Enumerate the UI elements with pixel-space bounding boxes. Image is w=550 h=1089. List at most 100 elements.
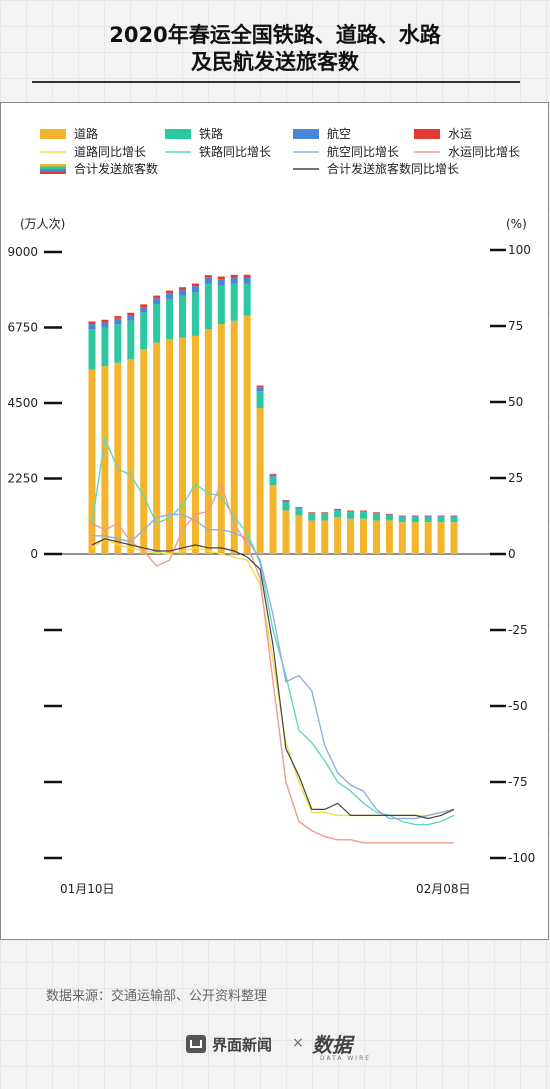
bar-water-28 xyxy=(450,515,458,517)
legend-label-total_pct: 合计发送旅客数同比增长 xyxy=(327,161,459,176)
right-tick-label: 100 xyxy=(508,243,531,257)
legend-swatch-road xyxy=(40,129,66,139)
bar-rail-7 xyxy=(179,295,187,338)
left-tick-label: 9000 xyxy=(7,245,38,259)
bar-road-2 xyxy=(114,362,122,554)
legend-label-water: 水运 xyxy=(448,127,472,141)
bar-water-16 xyxy=(295,507,303,508)
left-tick-label: 0 xyxy=(30,547,38,561)
bar-water-1 xyxy=(101,319,109,323)
bar-air-21 xyxy=(360,511,368,513)
bar-rail-0 xyxy=(88,329,96,370)
chart-title: 2020年春运全国铁路、道路、水路 及民航发送旅客数 xyxy=(0,22,550,76)
bar-road-6 xyxy=(166,339,174,554)
title-divider xyxy=(32,81,520,83)
bar-rail-13 xyxy=(256,391,264,409)
bar-rail-16 xyxy=(295,508,303,516)
jiemian-logo-icon xyxy=(186,1035,206,1053)
right-tick-label: -100 xyxy=(508,851,535,865)
x-label-start: 01月10日 xyxy=(60,882,115,896)
bar-air-14 xyxy=(269,474,277,477)
bar-rail-21 xyxy=(360,512,368,519)
bar-road-24 xyxy=(398,522,406,554)
bar-air-2 xyxy=(114,318,122,325)
legend-label-air: 航空 xyxy=(327,126,351,141)
legend-swatch-total-0 xyxy=(40,164,66,167)
left-tick-label: 2250 xyxy=(7,472,38,486)
legend-label-road_pct: 道路同比增长 xyxy=(74,144,146,159)
bar-road-23 xyxy=(385,520,393,554)
bar-road-4 xyxy=(140,349,148,554)
bar-road-1 xyxy=(101,366,109,554)
bar-road-19 xyxy=(334,517,342,554)
bar-water-27 xyxy=(437,515,445,517)
bar-road-27 xyxy=(437,522,445,554)
bar-air-12 xyxy=(243,277,251,284)
bar-air-18 xyxy=(321,512,329,514)
bar-rail-2 xyxy=(114,324,122,363)
bar-water-4 xyxy=(140,304,148,308)
bar-rail-15 xyxy=(282,501,290,511)
bar-air-7 xyxy=(179,289,187,296)
bar-road-22 xyxy=(372,520,380,554)
bar-water-25 xyxy=(411,515,419,517)
brand-name: 界面新闻 xyxy=(212,1036,273,1054)
bar-water-14 xyxy=(269,473,277,475)
right-tick-label: 0 xyxy=(508,547,516,561)
bar-water-3 xyxy=(127,312,135,316)
legend-label-water_pct: 水运同比增长 xyxy=(448,145,520,159)
bar-water-24 xyxy=(398,515,406,517)
right-tick-label: 50 xyxy=(508,395,523,409)
bar-water-12 xyxy=(243,274,251,278)
bar-air-9 xyxy=(204,277,212,284)
bar-rail-27 xyxy=(437,517,445,523)
bar-air-10 xyxy=(217,279,225,286)
legend-label-total: 合计发送旅客数 xyxy=(74,161,158,176)
legend-swatch-total-1 xyxy=(40,166,66,169)
bar-rail-6 xyxy=(166,298,174,340)
legend-label-road: 道路 xyxy=(74,126,98,141)
bar-rail-28 xyxy=(450,517,458,523)
bar-road-17 xyxy=(308,520,316,554)
bar-air-23 xyxy=(385,514,393,516)
partner-logo-sub: DATA WIRE xyxy=(320,1055,372,1062)
data-source: 数据来源：交通运输部、公开资料整理 xyxy=(46,989,268,1004)
legend-swatch-water xyxy=(414,129,440,139)
bar-water-6 xyxy=(166,290,174,294)
bar-air-16 xyxy=(295,507,303,509)
bar-water-19 xyxy=(334,508,342,510)
bar-rail-17 xyxy=(308,513,316,521)
bar-air-13 xyxy=(256,387,264,392)
bar-road-9 xyxy=(204,329,212,554)
bar-water-0 xyxy=(88,321,96,325)
bar-rail-24 xyxy=(398,517,406,523)
bar-air-8 xyxy=(191,286,199,293)
right-tick-label: 75 xyxy=(508,319,523,333)
bar-water-26 xyxy=(424,515,432,517)
bar-air-25 xyxy=(411,516,419,518)
bar-air-1 xyxy=(101,322,109,328)
right-tick-label: -75 xyxy=(508,775,528,789)
line-rail_pct xyxy=(91,435,455,826)
bar-rail-11 xyxy=(230,283,238,321)
line-air_pct xyxy=(92,513,455,820)
right-tick-label: -50 xyxy=(508,699,528,713)
bar-rail-5 xyxy=(153,304,161,343)
left-tick-label: 6750 xyxy=(7,321,38,335)
bar-air-19 xyxy=(334,509,342,511)
bar-water-9 xyxy=(204,275,212,278)
bar-road-13 xyxy=(256,408,264,554)
title-line-1: 2020年春运全国铁路、道路、水路 xyxy=(109,23,441,47)
bar-road-15 xyxy=(282,510,290,554)
bar-rail-12 xyxy=(243,283,251,316)
bar-road-12 xyxy=(243,315,251,554)
brand-times: × xyxy=(292,1035,304,1051)
bar-rail-26 xyxy=(424,517,432,523)
bar-water-7 xyxy=(179,287,187,290)
legend-label-air_pct: 航空同比增长 xyxy=(327,144,399,159)
bar-rail-20 xyxy=(347,512,355,519)
bar-air-0 xyxy=(88,324,96,330)
bar-water-2 xyxy=(114,316,122,319)
bar-rail-3 xyxy=(127,320,135,360)
